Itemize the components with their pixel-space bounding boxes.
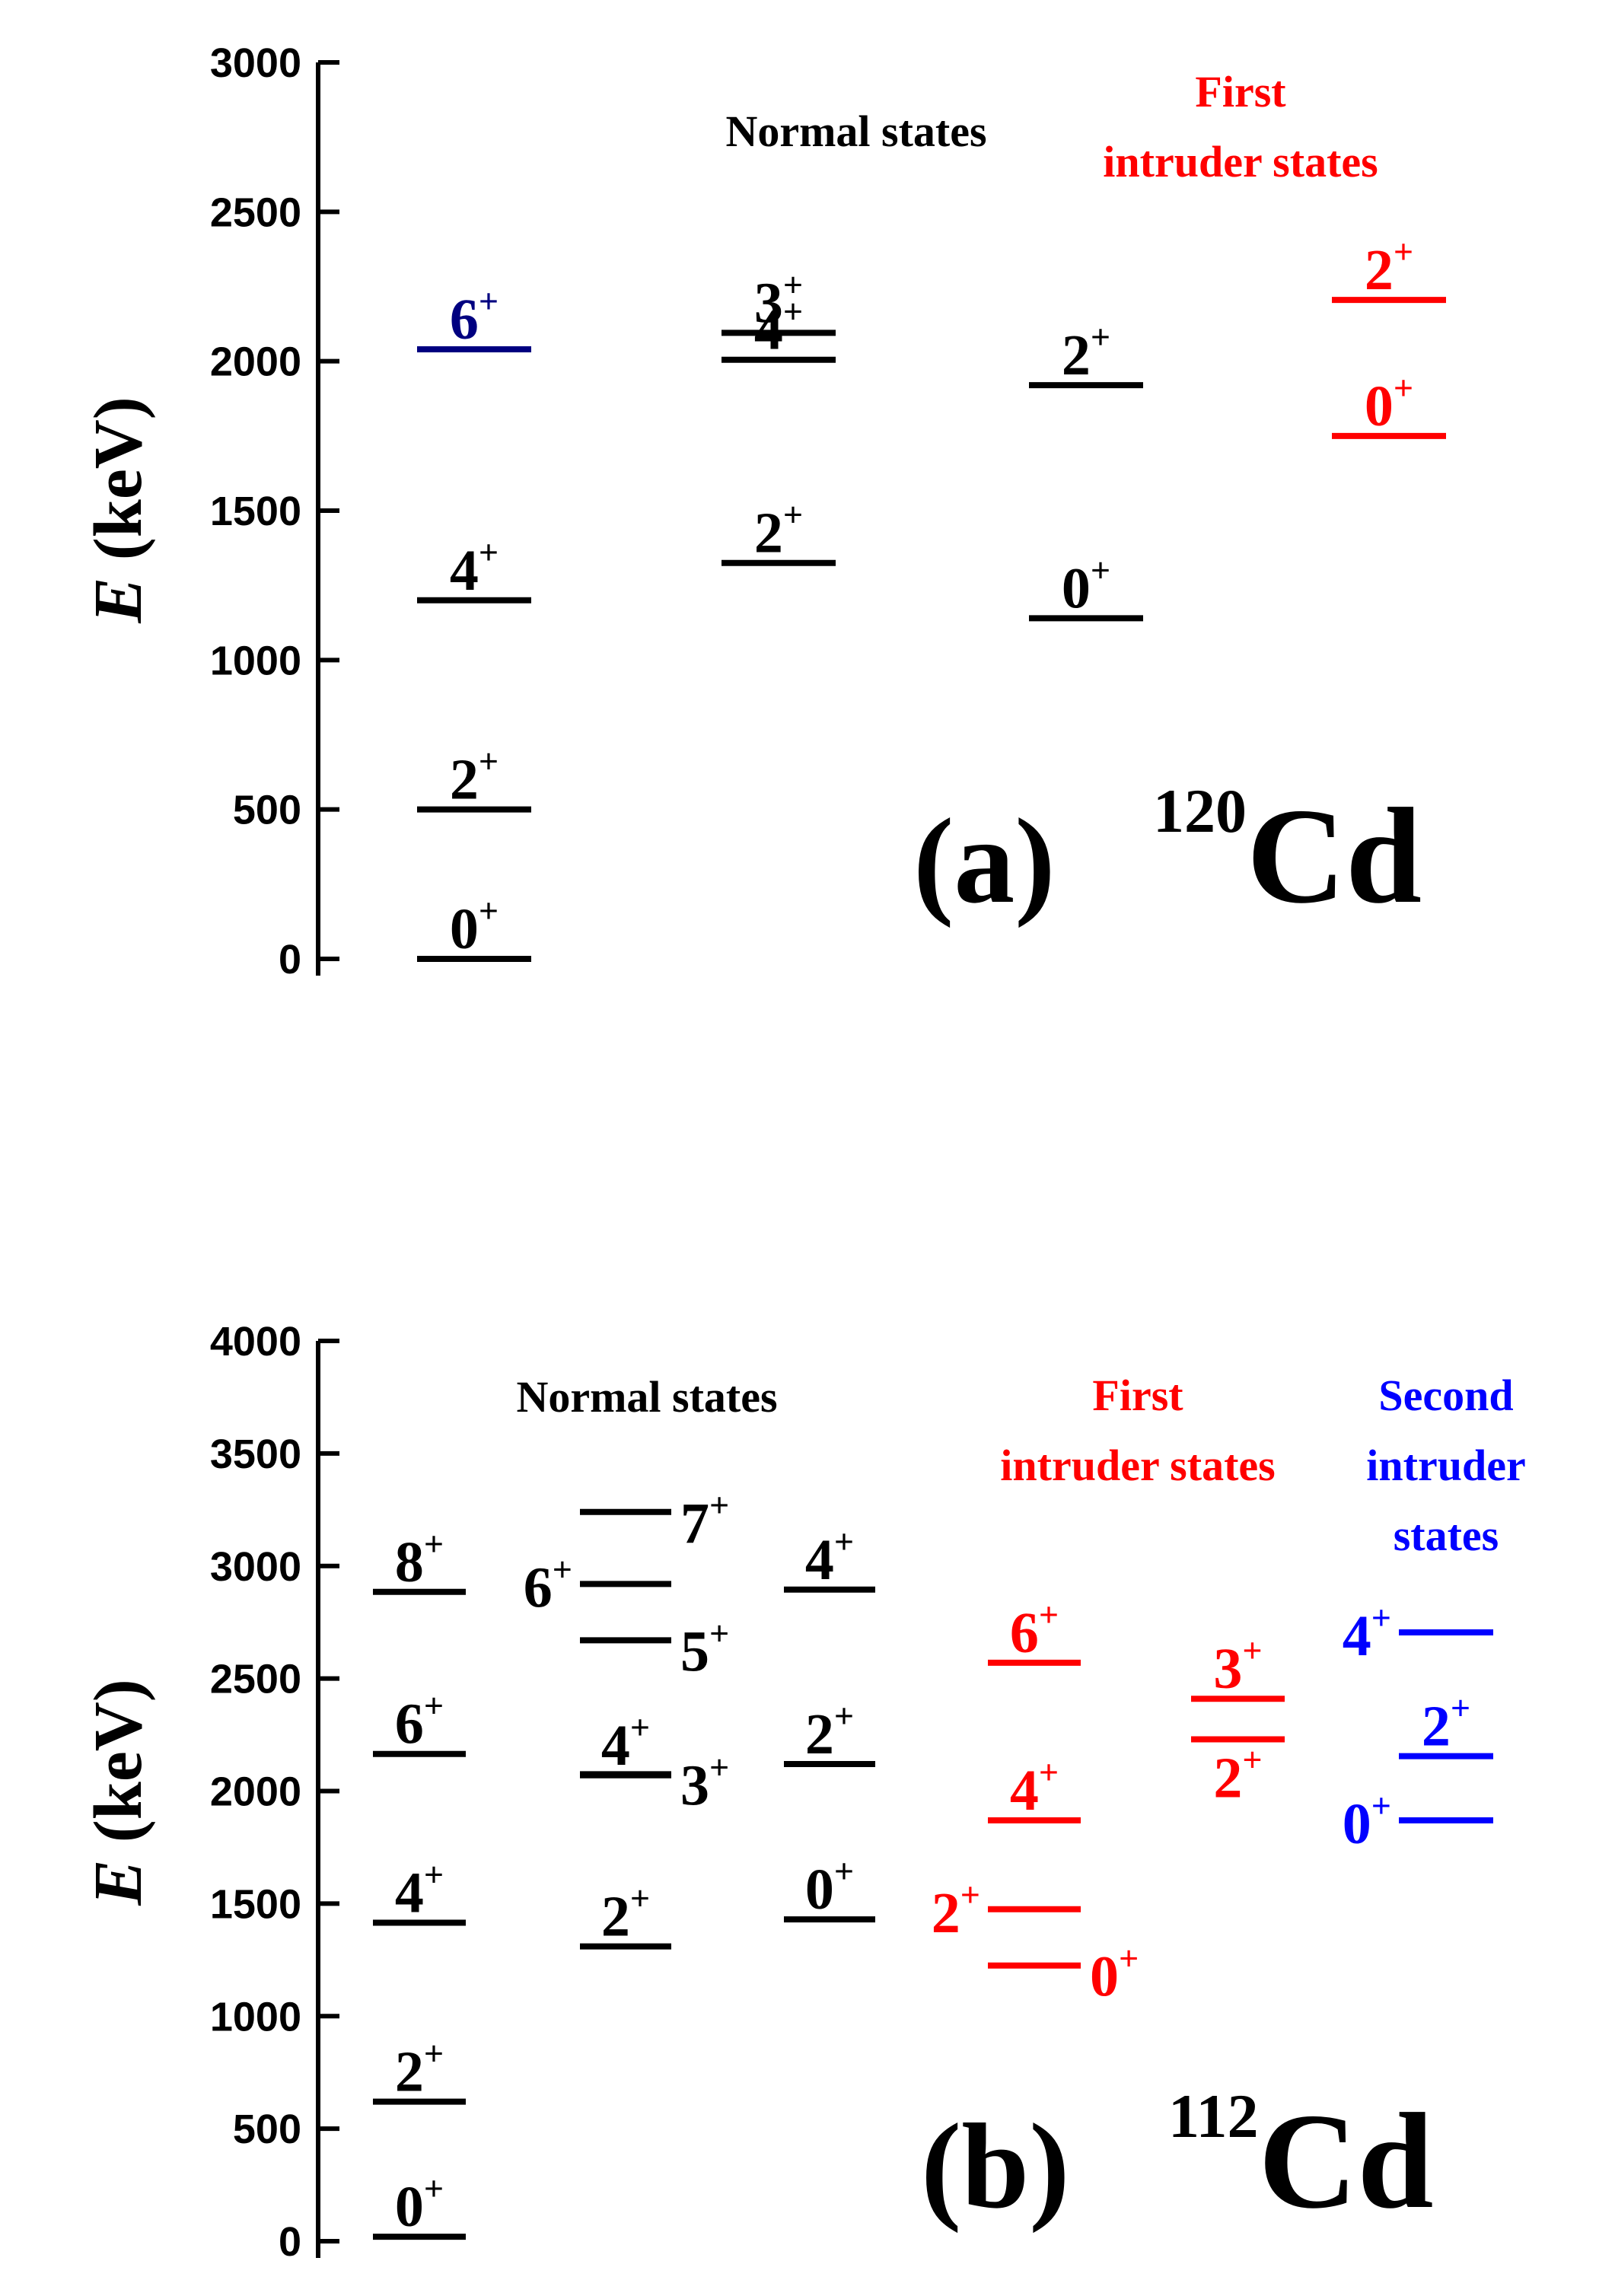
level-label: 0+ (1365, 368, 1413, 438)
level-label: 6+ (450, 282, 499, 352)
level-label: 0+ (1343, 1786, 1391, 1856)
level-label: 8+ (395, 1524, 444, 1594)
level-label: 0+ (805, 1852, 854, 1922)
y-tick-label: 1500 (210, 1881, 301, 1927)
panel-tag: (b) (921, 2098, 1070, 2234)
y-axis-title: E (keV) (81, 396, 156, 623)
nucleus-label: 112Cd (1168, 2081, 1434, 2237)
level-label: 0+ (1090, 1939, 1139, 2009)
group-title: Normal states (725, 107, 986, 156)
y-tick-label: 2000 (210, 339, 301, 385)
y-tick-label: 3000 (210, 40, 301, 86)
y-tick-label: 3500 (210, 1431, 301, 1477)
group-title: First intruder states (1103, 67, 1378, 186)
level-label: 0+ (450, 891, 499, 961)
y-tick-label: 500 (233, 2107, 301, 2152)
panel-b: 0 500 1000 1500 2000 2500 3000 3500 4000 E (keV) N… (81, 1319, 1526, 2265)
level-label: 2+ (601, 1879, 650, 1949)
y-axis-title: E (keV) (81, 1679, 156, 1906)
level-label: 6+ (524, 1549, 572, 1619)
level-label: 6+ (1010, 1595, 1059, 1665)
level-label: 4+ (805, 1522, 854, 1592)
level-label: 3+ (1213, 1631, 1262, 1701)
level-label: 2+ (932, 1875, 980, 1945)
y-tick-label: 4000 (210, 1319, 301, 1365)
group-title: First intruder states (1000, 1371, 1275, 1490)
panel-a: 0 500 1000 1500 2000 2500 3000 E (keV) Normal st… (81, 40, 1446, 982)
level-label: 3+ (754, 265, 803, 335)
level-label: 4+ (601, 1708, 650, 1778)
level-label: 2+ (1365, 232, 1413, 302)
level-label: 2+ (450, 742, 499, 812)
group-title: Second intruder states (1366, 1371, 1525, 1560)
y-tick-label: 0 (279, 2219, 301, 2265)
level-label: 4+ (395, 1855, 444, 1925)
level-label: 2+ (805, 1696, 854, 1766)
level-label: 0+ (1062, 550, 1110, 620)
y-tick-label: 1000 (210, 638, 301, 683)
level-label: 3+ (680, 1747, 729, 1817)
panel-tag: (a) (913, 793, 1056, 928)
level-label: 4+ (450, 533, 499, 603)
nucleus-label: 120Cd (1153, 776, 1422, 931)
level-label: 2+ (1213, 1740, 1262, 1810)
y-tick-label: 1500 (210, 489, 301, 534)
level-label: 5+ (680, 1613, 729, 1683)
level-label: 4+ (1010, 1753, 1059, 1823)
y-tick-label: 1000 (210, 1994, 301, 2040)
level-label: 6+ (395, 1686, 444, 1756)
level-label: 0+ (395, 2169, 444, 2239)
level-label: 2+ (1062, 317, 1110, 387)
y-tick-label: 0 (279, 937, 301, 982)
level-label: 2+ (395, 2034, 444, 2104)
level-label: 2+ (1422, 1689, 1470, 1759)
y-tick-label: 2000 (210, 1769, 301, 1815)
level-label: 7+ (680, 1486, 729, 1556)
y-tick-label: 3000 (210, 1544, 301, 1590)
level-label: 4+ (1343, 1598, 1391, 1668)
level-label: 2+ (754, 495, 803, 565)
y-tick-label: 2500 (210, 189, 301, 235)
group-title: Normal states (516, 1372, 777, 1422)
y-tick-label: 500 (233, 788, 301, 833)
y-tick-label: 2500 (210, 1657, 301, 1702)
